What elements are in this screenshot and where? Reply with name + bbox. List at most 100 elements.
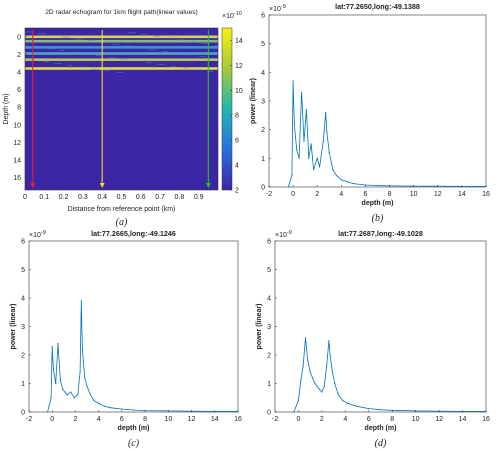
echogram-speckle — [93, 68, 95, 70]
echogram-speckle — [42, 33, 44, 35]
data-point-b — [335, 174, 338, 177]
echogram-speckle — [119, 72, 121, 73]
echogram-speckle — [190, 54, 192, 56]
colorbar-tick-label: 4 — [235, 163, 239, 170]
echogram-speckle — [30, 59, 32, 61]
colorbar-tick-label: 12 — [235, 63, 243, 70]
y-tick-label: 6 — [261, 13, 265, 20]
echogram-speckle — [37, 46, 39, 48]
echogram-speckle — [195, 41, 197, 43]
data-point-c — [79, 371, 81, 373]
data-point-d — [334, 382, 336, 385]
x-tick-label: 0 — [23, 194, 27, 201]
y-exponent-b: ×10-9 — [269, 4, 286, 13]
echogram-speckle — [120, 58, 122, 60]
x-tick-label: 10 — [164, 416, 172, 423]
echogram-speckle — [82, 66, 84, 68]
data-point-c — [57, 343, 59, 345]
y-exponent-c: ×10-9 — [29, 230, 46, 239]
x-tick-label: 6 — [120, 416, 124, 423]
echogram-speckle — [145, 34, 147, 35]
echogram-speckle — [81, 38, 83, 40]
x-tick-label: 0.3 — [78, 194, 88, 201]
colorbar — [221, 27, 233, 191]
echogram-speckle — [39, 46, 41, 48]
echogram-speckle — [191, 41, 193, 43]
data-point-b — [316, 157, 318, 159]
echogram-speckle — [95, 68, 97, 70]
y-exponent-d: ×10-9 — [275, 230, 292, 239]
echogram-speckle — [104, 70, 106, 72]
echogram-speckle — [141, 34, 143, 35]
caption-d: (d) — [375, 438, 387, 449]
echogram-speckle — [146, 62, 148, 64]
y-tick-label: 1 — [261, 156, 265, 163]
data-point-d — [321, 391, 323, 393]
x-tick-label: 12 — [434, 191, 442, 198]
data-point-d — [293, 411, 295, 413]
colorbar-tick-label: 8 — [235, 113, 239, 120]
echogram-speckle — [188, 54, 190, 56]
data-point-c — [46, 411, 49, 413]
echogram-speckle — [211, 71, 213, 72]
data-point-b — [340, 179, 342, 181]
y-tick-label: 5 — [267, 267, 271, 274]
y-tick-label: 4 — [21, 296, 25, 303]
echogram-speckle — [215, 44, 217, 46]
echogram-speckle — [106, 70, 108, 72]
y-tick-label: 8 — [17, 105, 21, 112]
echogram-speckle — [34, 59, 36, 61]
echogram-speckle — [84, 66, 86, 68]
plot-title-b: lat:77.2650,long:-49.1388 — [335, 2, 420, 11]
echogram-speckle — [26, 44, 28, 46]
data-point-b — [291, 174, 293, 177]
echogram-speckle — [124, 58, 126, 60]
echogram-speckle — [44, 33, 46, 35]
echogram-speckle — [67, 64, 69, 66]
y-tick-label: 6 — [21, 239, 25, 246]
echogram-speckle — [116, 43, 118, 45]
data-point-b — [346, 181, 348, 183]
data-point-d — [314, 382, 316, 385]
x-axis-label-d: depth (m) — [365, 425, 397, 432]
x-tick-label: 0.8 — [175, 194, 185, 201]
echogram-speckle — [185, 67, 187, 69]
data-point-d — [309, 371, 311, 373]
y-tick-label: 5 — [21, 267, 25, 274]
echogram-speckle — [203, 56, 205, 57]
echogram-speckle — [118, 43, 120, 45]
data-point-b — [300, 91, 303, 93]
data-point-b — [376, 184, 379, 187]
plot-area-c — [28, 240, 239, 413]
data-point-c — [55, 382, 57, 385]
x-tick-label: 0 — [296, 416, 300, 423]
x-tick-label: 0.7 — [155, 194, 165, 201]
echogram-speckle — [177, 52, 179, 54]
data-point-b — [332, 169, 334, 171]
echogram-speckle — [61, 50, 63, 51]
echogram-speckle — [31, 31, 33, 33]
echogram-speckle — [59, 50, 61, 51]
data-point-b — [313, 169, 315, 171]
data-point-c — [93, 400, 95, 402]
echogram-speckle — [58, 63, 60, 65]
data-point-d — [379, 409, 382, 411]
plot-title-d: lat:77.2687,long:-49.1028 — [338, 229, 423, 238]
data-point-d — [356, 405, 358, 407]
data-point-d — [302, 365, 304, 367]
y-tick-label: 4 — [261, 70, 265, 77]
data-point-d — [325, 365, 328, 367]
data-point-c — [70, 391, 72, 393]
echogram-speckle — [125, 45, 127, 47]
data-point-c — [62, 388, 64, 390]
echogram-speckle — [178, 39, 180, 41]
data-point-d — [311, 377, 314, 379]
x-tick-label: 16 — [234, 416, 242, 423]
x-tick-label: 0.1 — [39, 194, 49, 201]
echogram-layer — [25, 39, 218, 43]
profile-arrow-yellow — [99, 183, 105, 188]
x-tick-label: 10 — [410, 191, 418, 198]
echogram-speckle — [47, 61, 49, 63]
echogram-speckle — [193, 41, 195, 43]
data-point-c — [86, 385, 88, 387]
